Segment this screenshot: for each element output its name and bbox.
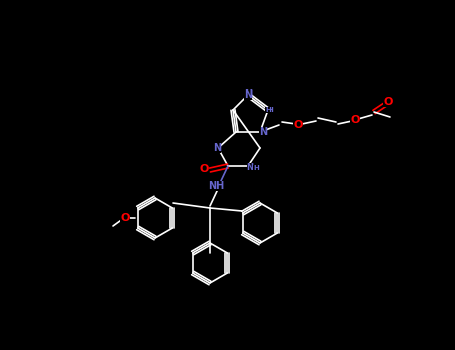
Text: N: N <box>213 143 221 153</box>
Text: N: N <box>244 89 252 99</box>
Text: O: O <box>120 213 130 223</box>
Text: H: H <box>253 165 259 171</box>
Text: N: N <box>244 90 252 100</box>
Text: O: O <box>350 115 360 125</box>
Text: H: H <box>265 107 271 113</box>
Text: O: O <box>199 164 209 174</box>
Text: O: O <box>383 97 393 107</box>
Text: NH: NH <box>208 181 224 191</box>
Text: N: N <box>247 162 253 172</box>
Text: O: O <box>293 120 303 130</box>
Text: H: H <box>267 107 273 113</box>
Text: N: N <box>259 127 267 137</box>
